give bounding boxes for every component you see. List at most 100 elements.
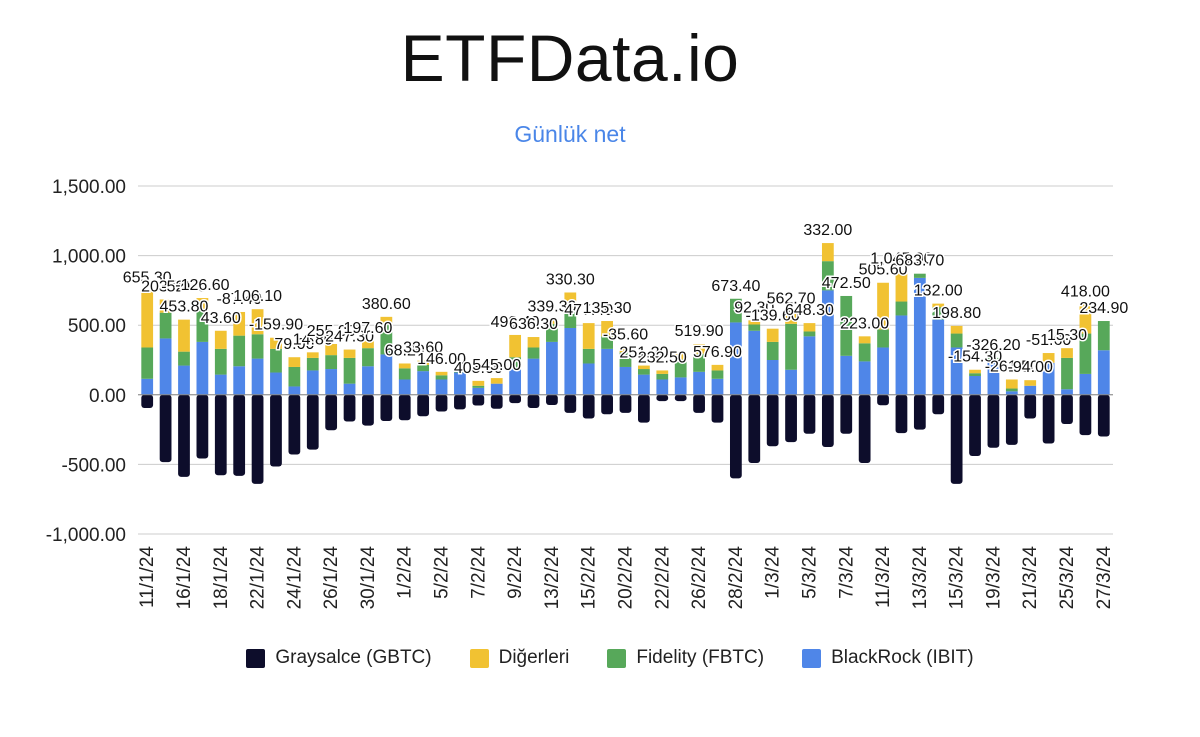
bar-di-erleri — [270, 337, 282, 349]
bar-blackrock-ibit — [895, 315, 908, 395]
data-label: 418.00 — [1061, 283, 1110, 300]
bar-gbtc — [803, 394, 816, 434]
bar-blackrock-ibit — [490, 383, 503, 395]
bar-fidelity-fbtc — [601, 336, 613, 349]
x-tick-label: 9/2/24 — [505, 546, 526, 599]
bar-fidelity-fbtc — [398, 368, 411, 380]
x-tick-label: 15/2/24 — [579, 546, 600, 610]
bar-fidelity-fbtc — [454, 371, 466, 373]
bar-blackrock-ibit — [950, 347, 963, 395]
bar-di-erleri — [858, 336, 871, 344]
bar-blackrock-ibit — [748, 330, 761, 395]
data-label: 1,045.00 — [870, 251, 932, 268]
bar-fidelity-fbtc — [932, 307, 945, 320]
data-label: -159.90 — [249, 317, 303, 334]
bar-blackrock-ibit — [270, 372, 282, 395]
bar-fidelity-fbtc — [913, 273, 926, 278]
bar-gbtc — [362, 394, 374, 426]
bar-blackrock-ibit — [546, 341, 558, 395]
bar-fidelity-fbtc — [196, 310, 209, 342]
data-label: 453.80 — [160, 299, 209, 316]
bar-fidelity-fbtc — [435, 375, 448, 380]
bar-blackrock-ibit — [141, 378, 154, 395]
bar-blackrock-ibit — [1097, 350, 1110, 395]
bar-fidelity-fbtc — [895, 301, 908, 316]
bar-di-erleri — [821, 243, 834, 262]
x-tick-label: 24/1/24 — [284, 546, 305, 610]
bar-fidelity-fbtc — [472, 385, 485, 388]
y-tick-label: 1,000.00 — [52, 247, 126, 268]
data-label: 545.00 — [472, 357, 521, 374]
bar-gbtc — [233, 394, 246, 476]
bar-fidelity-fbtc — [178, 351, 190, 366]
bar-fidelity-fbtc — [748, 324, 761, 331]
bar-di-erleri — [362, 341, 374, 349]
y-tick-label: 500.00 — [68, 316, 126, 337]
bar-di-erleri — [343, 349, 356, 358]
data-label: 132.00 — [914, 283, 963, 300]
bar-blackrock-ibit — [509, 368, 522, 395]
bar-gbtc — [380, 394, 393, 421]
bar-di-erleri — [490, 378, 503, 384]
data-label: -35.60 — [603, 326, 648, 343]
bar-fidelity-fbtc — [417, 364, 430, 372]
bar-fidelity-fbtc — [251, 334, 264, 359]
bar-fidelity-fbtc — [306, 357, 319, 371]
bar-di-erleri — [454, 367, 466, 372]
bar-fidelity-fbtc — [214, 348, 227, 375]
data-label: 79.00 — [274, 336, 314, 353]
data-label: 33.60 — [403, 340, 443, 357]
x-tick-label: 1/3/24 — [763, 546, 784, 599]
bar-fidelity-fbtc — [325, 355, 338, 370]
data-label: 68.20 — [385, 342, 425, 359]
bar-di-erleri — [196, 298, 209, 311]
legend-label-fbtc: Fidelity (FBTC) — [636, 647, 765, 668]
bar-gbtc — [601, 394, 613, 415]
bar-blackrock-ibit — [858, 361, 871, 395]
bar-fidelity-fbtc — [693, 353, 705, 372]
bar-blackrock-ibit — [178, 365, 190, 395]
bar-di-erleri — [306, 352, 319, 358]
bar-gbtc — [619, 394, 632, 413]
bar-gbtc — [178, 394, 190, 477]
bar-blackrock-ibit — [821, 290, 834, 395]
bar-gbtc — [325, 394, 338, 431]
bar-di-erleri — [748, 320, 761, 325]
data-label: -261.50 — [985, 358, 1039, 375]
bar-gbtc — [196, 394, 209, 459]
bar-gbtc — [766, 394, 779, 447]
data-label: 234.90 — [1079, 300, 1128, 317]
bar-di-erleri — [803, 323, 816, 332]
data-label: 106.10 — [233, 288, 282, 305]
legend-swatch-gbtc — [246, 648, 266, 668]
x-tick-label: 22/2/24 — [652, 546, 673, 610]
bar-di-erleri — [159, 299, 172, 313]
y-tick-label: 1,500.00 — [52, 177, 126, 198]
bar-gbtc — [895, 394, 908, 434]
legend-swatch-ibit — [802, 648, 822, 668]
bar-di-erleri — [178, 319, 190, 352]
data-label: 330.30 — [546, 271, 595, 288]
bar-fidelity-fbtc — [840, 295, 853, 356]
bar-gbtc — [858, 394, 871, 464]
bar-blackrock-ibit — [362, 366, 374, 395]
y-tick-label: 0.00 — [89, 386, 126, 407]
bar-fidelity-fbtc — [233, 335, 246, 367]
data-label: -326.20 — [966, 337, 1020, 354]
bar-gbtc — [214, 394, 227, 476]
bar-gbtc — [821, 394, 834, 447]
bar-di-erleri — [766, 328, 779, 342]
bar-gbtc — [306, 394, 319, 450]
bar-di-erleri — [1024, 380, 1037, 386]
bar-gbtc — [251, 394, 264, 484]
bar-gbtc — [950, 394, 963, 484]
bar-blackrock-ibit — [619, 366, 632, 395]
bar-fidelity-fbtc — [877, 329, 889, 348]
bar-fidelity-fbtc — [785, 323, 797, 370]
bar-blackrock-ibit — [1042, 362, 1055, 395]
bar-di-erleri — [1061, 348, 1073, 358]
data-label: 576.90 — [693, 344, 742, 361]
bar-di-erleri — [288, 357, 301, 367]
x-tick-label: 25/3/24 — [1057, 546, 1078, 610]
bar-blackrock-ibit — [656, 379, 669, 395]
